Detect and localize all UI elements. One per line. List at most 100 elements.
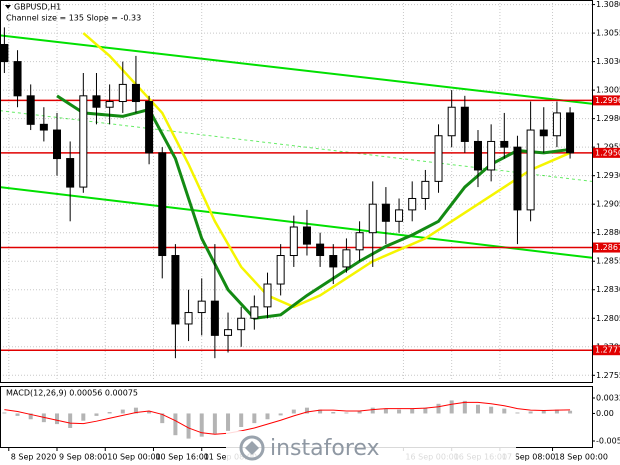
level-label: 1.2867 <box>595 243 620 252</box>
candle-body <box>289 226 298 257</box>
chart-title: GBPUSD,H1 <box>14 3 61 12</box>
macd-bar <box>186 413 191 439</box>
candle-body <box>0 43 9 63</box>
x-tick-label: 10 Sep 00:00 <box>107 453 160 462</box>
candle-body <box>539 129 548 137</box>
y-tick-label: 1.2930 <box>596 171 620 180</box>
candle-body <box>408 197 417 211</box>
watermark: instaforex <box>226 431 516 465</box>
x-tick-label: 8 Sep 2020 <box>11 453 57 462</box>
channel-line <box>0 186 593 259</box>
candle-body <box>500 140 509 148</box>
y-tick-label: 1.2805 <box>596 314 620 323</box>
x-tick-label: 18 Sep 00:00 <box>555 453 608 462</box>
candle-body <box>342 249 351 268</box>
level-label: 1.2950 <box>595 148 620 157</box>
level-label: 1.2996 <box>595 96 620 105</box>
candle-body <box>316 243 325 257</box>
y-tick-label: 1.3030 <box>596 57 620 66</box>
menu-arrow <box>5 5 11 9</box>
watermark-text: instaforex <box>270 436 380 461</box>
macd-bar <box>568 410 573 414</box>
candle-body <box>53 129 62 160</box>
candle-body <box>66 158 75 188</box>
candle-body <box>552 112 561 137</box>
x-tick-label: 10 Sep 16:00 <box>155 453 208 462</box>
macd-tick-label: 0.00 <box>596 409 614 418</box>
candle-body <box>421 180 430 199</box>
macd-bar <box>528 411 533 414</box>
candle-body <box>79 95 88 188</box>
candle-body <box>368 203 377 234</box>
candle-body <box>26 95 35 125</box>
candle-body <box>381 203 390 222</box>
y-tick-label: 1.2755 <box>596 371 620 380</box>
macd-bar <box>81 413 86 421</box>
chart-subtitle: Channel size = 135 Slope = -0.33 <box>6 14 141 23</box>
macd-bar <box>239 413 244 427</box>
level-label-bg <box>593 242 620 253</box>
candle-body <box>158 152 167 257</box>
macd-bar <box>15 413 20 416</box>
macd-bar <box>304 407 309 414</box>
y-tick-label: 1.2905 <box>596 200 620 209</box>
macd-bar <box>147 411 152 414</box>
macd-bar <box>252 413 257 424</box>
macd-bar <box>370 407 375 414</box>
candle-body <box>237 317 246 331</box>
macd-bar <box>55 413 60 425</box>
level-label: 1.2777 <box>595 346 620 355</box>
macd-bar <box>2 412 7 414</box>
macd-label: MACD(12,26,9) 0.00056 0.00075 <box>6 389 138 398</box>
macd-bar <box>318 409 323 414</box>
plot-layer <box>0 0 593 439</box>
macd-bar <box>383 408 388 414</box>
candle-body <box>224 329 233 336</box>
candle-body <box>210 300 219 336</box>
candle-body <box>92 95 101 108</box>
candle-body <box>184 312 193 325</box>
macd-bar <box>436 403 441 414</box>
candle-body <box>250 306 259 319</box>
macd-bar <box>291 409 296 414</box>
y-tick-label: 1.3005 <box>596 86 620 95</box>
main-frame <box>0 0 593 383</box>
macd-bar <box>554 409 559 414</box>
candle-body <box>197 300 206 314</box>
candle-body <box>395 209 404 222</box>
macd-bar <box>94 413 99 416</box>
macd-bar <box>331 412 336 414</box>
candle-body <box>131 83 140 103</box>
moving-average <box>56 94 571 320</box>
macd-bar <box>173 413 178 436</box>
macd-signal <box>4 401 571 435</box>
macd-bar <box>107 412 112 414</box>
y-tick-label: 1.2830 <box>596 285 620 294</box>
candle-body <box>434 135 443 182</box>
candle-body <box>302 226 311 245</box>
watermark-logo <box>239 435 265 461</box>
macd-bar <box>133 407 138 414</box>
macd-bar <box>397 409 402 414</box>
macd-bar <box>515 412 520 414</box>
candle-body <box>526 129 535 211</box>
watermark-bg <box>226 431 516 465</box>
macd-bar <box>489 406 494 414</box>
candle-body <box>447 106 456 137</box>
macd-bar <box>462 400 467 414</box>
candle-body <box>355 232 364 251</box>
macd-bar <box>28 413 33 420</box>
macd-bar <box>278 413 283 416</box>
watermark-logo-mark <box>245 441 259 455</box>
candle-body <box>13 61 22 97</box>
candle-body <box>487 140 496 171</box>
y-tick-label: 1.3055 <box>596 29 620 38</box>
candle-body <box>171 255 180 325</box>
moving-average <box>82 32 571 309</box>
macd-bar <box>449 400 454 414</box>
macd-tick-label: -0.0057 <box>596 437 620 446</box>
macd-bar <box>265 413 270 420</box>
x-tick-label: 17 Sep 08:00 <box>502 453 555 462</box>
macd-bar <box>344 412 349 414</box>
